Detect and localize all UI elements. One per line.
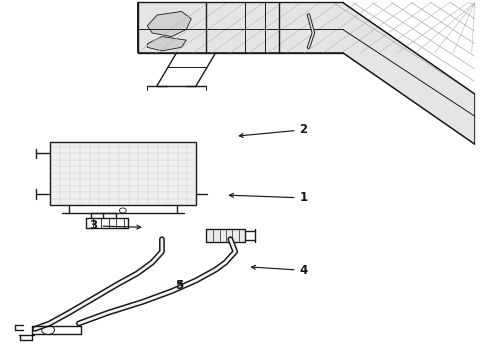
- Polygon shape: [138, 3, 475, 144]
- Text: 2: 2: [239, 123, 308, 138]
- FancyBboxPatch shape: [206, 229, 245, 242]
- Text: 3: 3: [90, 219, 141, 233]
- Text: 4: 4: [251, 264, 308, 277]
- Text: 5: 5: [175, 279, 183, 292]
- Polygon shape: [147, 12, 191, 37]
- Polygon shape: [147, 37, 186, 51]
- FancyBboxPatch shape: [49, 142, 196, 205]
- Text: 1: 1: [229, 192, 308, 204]
